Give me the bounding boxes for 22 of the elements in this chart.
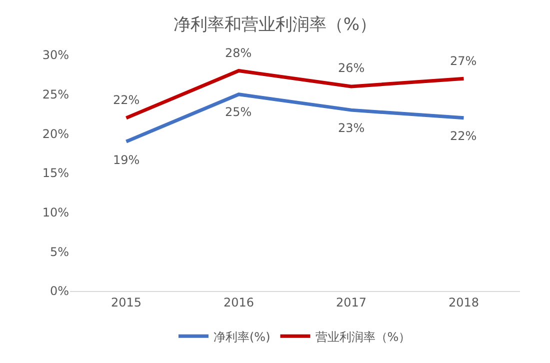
data-label: 19% bbox=[113, 153, 140, 167]
y-tick-label: 25% bbox=[42, 88, 69, 102]
x-tick-label: 2015 bbox=[110, 295, 142, 310]
data-label: 23% bbox=[338, 121, 365, 135]
legend-label: 营业利润率（%） bbox=[315, 330, 411, 344]
data-label: 26% bbox=[338, 61, 365, 75]
y-tick-label: 15% bbox=[42, 166, 69, 180]
legend-label: 净利率(%) bbox=[214, 330, 270, 344]
x-tick-label: 2018 bbox=[448, 295, 480, 310]
x-tick-label: 2017 bbox=[336, 295, 367, 310]
y-tick-label: 0% bbox=[50, 284, 69, 298]
y-tick-label: 30% bbox=[42, 48, 69, 62]
data-label: 25% bbox=[225, 105, 252, 119]
y-tick-label: 20% bbox=[42, 126, 69, 141]
data-label: 27% bbox=[450, 54, 477, 68]
data-label: 28% bbox=[225, 46, 252, 60]
data-label: 22% bbox=[113, 93, 140, 107]
data-label: 22% bbox=[450, 129, 477, 143]
y-tick-label: 10% bbox=[42, 206, 69, 220]
chart-title: 净利率和营业利润率（%） bbox=[173, 15, 377, 36]
x-tick-label: 2016 bbox=[223, 295, 254, 310]
y-tick-label: 5% bbox=[50, 244, 69, 259]
